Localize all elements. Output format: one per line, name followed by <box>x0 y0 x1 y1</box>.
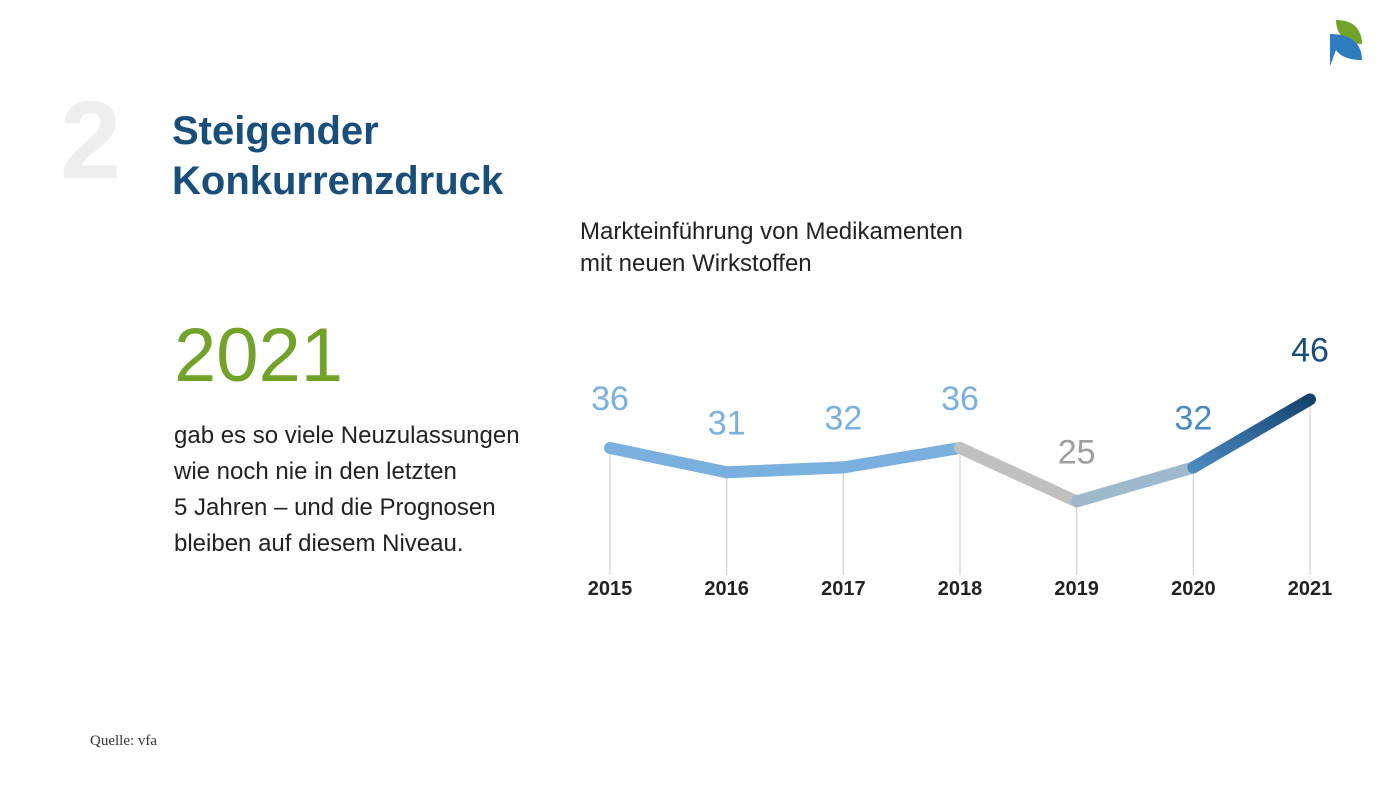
highlight-year: 2021 <box>174 318 343 394</box>
chart-x-label: 2019 <box>1054 578 1099 600</box>
chart-segment <box>610 448 727 472</box>
line-chart: 36 31 32 36 25 32 46 2015 2016 2017 2018 2019 2020 20… <box>580 290 1340 610</box>
chart-segment <box>727 467 844 472</box>
chart-value-label: 36 <box>941 380 979 418</box>
chart-x-label: 2016 <box>704 578 749 600</box>
brand-logo <box>1316 20 1372 76</box>
section-number: 2 <box>60 86 121 196</box>
chart-value-label: 46 <box>1291 331 1329 369</box>
chart-segment <box>843 448 960 467</box>
chart-value-label: 32 <box>824 399 862 437</box>
chart-x-label: 2018 <box>938 578 983 600</box>
chart-value-label: 32 <box>1174 399 1212 437</box>
chart-x-label: 2020 <box>1171 578 1216 600</box>
chart-x-label: 2015 <box>588 578 633 600</box>
slide-title: Steigender Konkurrenzdruck <box>172 106 503 206</box>
chart-x-label: 2017 <box>821 578 866 600</box>
chart-value-label: 36 <box>591 380 629 418</box>
body-text: gab es so viele Neuzulassungen wie noch … <box>174 418 520 562</box>
chart-x-label: 2021 <box>1288 578 1333 600</box>
chart-segment <box>1077 467 1194 501</box>
chart-value-label: 25 <box>1058 433 1096 471</box>
logo-icon <box>1316 20 1372 76</box>
chart-svg: 36 31 32 36 25 32 46 2015 2016 2017 2018 2019 2020 20… <box>580 290 1340 610</box>
slide: 2 Steigender Konkurrenzdruck 2021 gab es… <box>0 0 1400 788</box>
source-label: Quelle: vfa <box>90 733 157 750</box>
chart-value-label: 31 <box>708 404 746 442</box>
chart-title: Markteinführung von Medikamenten mit neu… <box>580 216 963 281</box>
